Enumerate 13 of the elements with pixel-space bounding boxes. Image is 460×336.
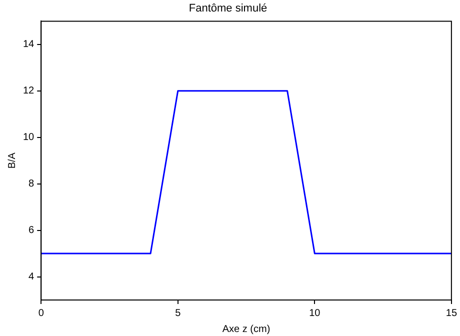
- y-tick-label: 14: [23, 39, 35, 50]
- y-tick-label: 10: [23, 132, 35, 144]
- chart-title: Fantôme simulé: [188, 2, 268, 15]
- x-axis-title: Axe z (cm): [222, 324, 270, 335]
- x-tick-label: 10: [309, 308, 321, 319]
- x-tick-label: 15: [446, 308, 458, 319]
- y-tick-label: 12: [23, 86, 35, 97]
- y-tick-label: 4: [28, 272, 35, 283]
- y-tick-label: 8: [28, 178, 35, 190]
- y-axis-title: B/A: [6, 152, 18, 169]
- x-tick-label: 0: [38, 308, 44, 319]
- y-tick-label: 6: [28, 225, 35, 236]
- x-tick-label: 5: [175, 308, 182, 319]
